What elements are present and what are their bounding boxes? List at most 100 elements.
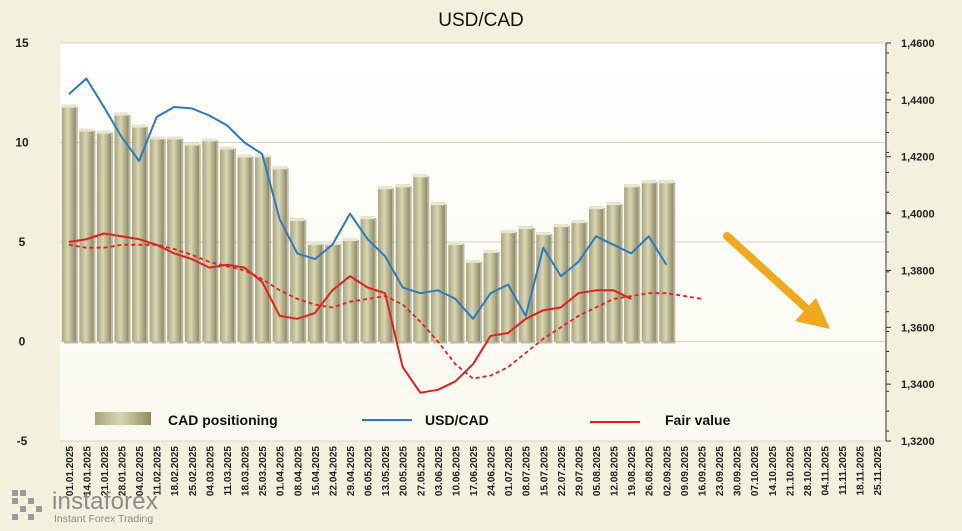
- bar-26.08.2025: [641, 180, 656, 342]
- line-series: [68, 77, 702, 394]
- bar-cap: [184, 142, 199, 146]
- bar-15.04.2025: [307, 242, 322, 342]
- x-tick-label: 29.07.2025: [574, 446, 585, 496]
- x-tick-label: 29.04.2025: [346, 446, 357, 496]
- y-right-tick-label: 1,3800: [901, 265, 935, 277]
- chart-title: USD/CAD: [438, 10, 524, 31]
- y-left-tick-label: 15: [15, 36, 29, 50]
- watermark: instaforex Instant Forex Trading: [6, 486, 176, 526]
- bar-11.02.2025: [149, 136, 164, 342]
- bar-cap: [272, 166, 287, 170]
- bar-cap: [307, 242, 322, 245]
- x-tick-label: 21.10.2025: [785, 446, 796, 496]
- legend-label-usd-cad: USD/CAD: [425, 412, 489, 428]
- bar-28.01.2025: [114, 112, 129, 342]
- bar-13.05.2025: [378, 186, 393, 342]
- bar-21.01.2025: [96, 130, 111, 342]
- legend-swatch-cad-positioning: [95, 412, 151, 425]
- y-left-tick-label: 10: [15, 136, 29, 150]
- y-right-tick-label: 1,3200: [901, 436, 935, 448]
- bar-cap: [448, 242, 463, 245]
- bar-22.07.2025: [553, 224, 568, 342]
- x-tick-label: 21.01.2025: [100, 446, 111, 496]
- bar-18.02.2025: [167, 136, 182, 342]
- x-tick-label: 25.11.2025: [873, 446, 884, 496]
- bar-11.03.2025: [219, 146, 234, 342]
- bar-cap: [96, 130, 111, 134]
- x-tick-label: 18.02.2025: [170, 446, 181, 496]
- bar-cap: [360, 216, 375, 220]
- legend-label-fair-value: Fair value: [665, 412, 731, 428]
- x-tick-label: 25.02.2025: [188, 446, 199, 496]
- bar-03.06.2025: [430, 202, 445, 342]
- x-tick-label: 01.07.2025: [504, 446, 515, 496]
- x-tick-label: 22.04.2025: [328, 446, 339, 496]
- x-tick-label: 28.10.2025: [803, 446, 814, 496]
- bar-cap: [501, 230, 516, 234]
- bar-cap: [606, 202, 621, 206]
- watermark-brand: instaforex: [52, 488, 159, 515]
- y-right-tick-label: 1,4400: [901, 95, 935, 107]
- y-right-tick-label: 1,3400: [901, 379, 935, 391]
- bar-cap: [413, 174, 428, 178]
- bar-cap: [132, 124, 147, 128]
- bar-cap: [149, 136, 164, 140]
- x-tick-label: 10.06.2025: [451, 446, 462, 496]
- x-tick-label: 15.04.2025: [311, 446, 322, 496]
- bar-cap: [571, 220, 586, 224]
- bar-cap: [290, 218, 305, 222]
- legend-label-cad-positioning: CAD positioning: [168, 412, 278, 428]
- bar-cap: [167, 136, 182, 140]
- bar-cap: [624, 184, 639, 188]
- bar-08.04.2025: [290, 218, 305, 342]
- x-tick-label: 16.09.2025: [697, 446, 708, 496]
- bar-cap: [79, 128, 94, 132]
- series-usd-cad: [68, 77, 668, 320]
- y-right-tick-label: 1,4000: [901, 209, 935, 221]
- x-tick-label: 20.05.2025: [399, 446, 410, 496]
- instaforex-logo-icon: [12, 490, 42, 520]
- y-right-tick-label: 1,4600: [901, 38, 935, 50]
- bar-cap: [342, 238, 358, 242]
- x-tick-label: 30.09.2025: [733, 446, 744, 496]
- y-right-tick-label: 1,4200: [901, 152, 935, 164]
- bar-17.06.2025: [465, 259, 481, 342]
- bar-cap: [61, 104, 76, 108]
- trend-arrow: [723, 232, 830, 329]
- axes: -5 0 5 10 15 1,3200 1,3400 1,3600 1,3800 1,4000 1,…: [15, 36, 934, 496]
- bar-cap: [518, 226, 533, 230]
- x-tick-label: 24.06.2025: [487, 446, 498, 496]
- x-tick-label: 13.05.2025: [381, 446, 392, 496]
- x-tick-label: 18.03.2025: [241, 446, 252, 496]
- bar-04.03.2025: [202, 138, 217, 342]
- bar-cap: [237, 154, 252, 158]
- bar-cap: [202, 138, 217, 142]
- x-tick-label: 03.06.2025: [434, 446, 445, 496]
- series-fair-value: [68, 232, 632, 394]
- watermark-tagline: Instant Forex Trading: [54, 513, 154, 525]
- bar-cap: [395, 184, 410, 188]
- y-right-tick-label: 1,3600: [901, 322, 935, 334]
- x-tick-label: 19.08.2025: [627, 446, 638, 496]
- x-tick-label: 11.03.2025: [223, 446, 234, 496]
- bar-08.07.2025: [518, 226, 533, 342]
- bar-02.09.2025: [659, 180, 674, 342]
- x-tick-label: 27.05.2025: [416, 446, 427, 496]
- bar-cap: [114, 112, 129, 116]
- bar-cap: [553, 224, 568, 228]
- series-fair-value-trend: [68, 243, 702, 380]
- x-tick-label: 11.11.2025: [838, 446, 849, 495]
- bar-05.08.2025: [588, 206, 604, 342]
- y-left-tick-label: 5: [19, 235, 26, 249]
- bar-18.03.2025: [237, 154, 252, 342]
- legend: [95, 412, 640, 425]
- x-tick-label: 14.01.2025: [82, 446, 93, 496]
- x-tick-label: 25.03.2025: [258, 446, 269, 496]
- bar-01.01.2025: [61, 104, 76, 342]
- bar-cap: [219, 146, 234, 150]
- bar-cap: [430, 202, 445, 206]
- bar-cap: [378, 186, 393, 190]
- x-tick-label: 04.02.2025: [135, 446, 146, 496]
